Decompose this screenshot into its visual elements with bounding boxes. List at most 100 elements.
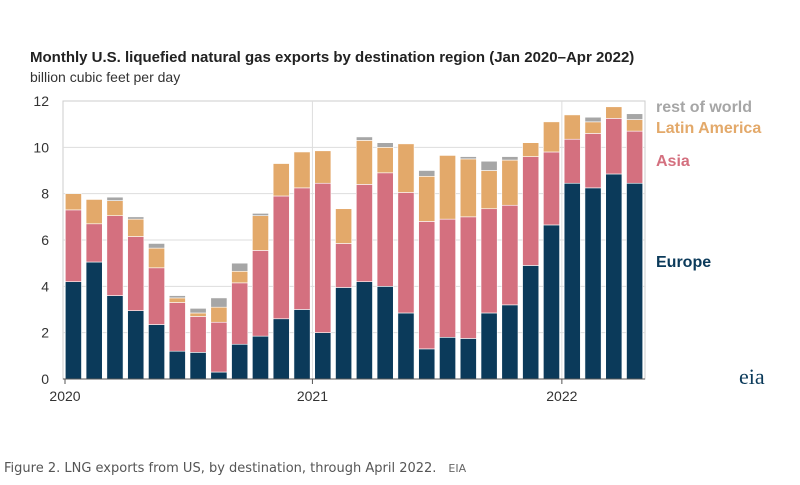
bar-asia: [272, 195, 290, 320]
bar-latin-america: [293, 151, 311, 189]
bar-asia: [335, 243, 353, 288]
legend-rest-of-world: rest of world: [656, 99, 753, 116]
bar-latin-america: [231, 270, 249, 284]
bar-latin-america: [252, 215, 269, 251]
bar-asia: [397, 192, 415, 314]
bar-latin-america: [522, 142, 540, 157]
bar-asia: [210, 321, 228, 373]
bar-europe: [418, 348, 436, 380]
bar-latin-america: [106, 200, 124, 216]
bar-latin-america: [189, 312, 207, 317]
bar-asia: [355, 184, 373, 282]
bar-latin-america: [85, 199, 103, 225]
bar-latin-america: [314, 150, 332, 184]
eia-logo: eia: [739, 364, 765, 389]
bar-europe: [459, 338, 477, 380]
bar-rest-of-world: [584, 116, 602, 123]
bar-asia: [148, 267, 165, 325]
bar-rest-of-world: [231, 262, 249, 272]
y-tick-label: 2: [41, 325, 49, 341]
bar-latin-america: [439, 155, 456, 220]
bar-latin-america: [563, 114, 581, 140]
y-tick-label: 0: [41, 371, 49, 387]
y-axis-label: billion cubic feet per day: [30, 69, 181, 85]
bar-latin-america: [272, 163, 290, 197]
bar-latin-america: [480, 170, 498, 210]
bar-latin-america: [584, 121, 602, 134]
x-tick-label: 2021: [297, 388, 328, 404]
bar-latin-america: [501, 159, 519, 206]
y-tick-label: 12: [33, 93, 49, 109]
bar-europe: [563, 182, 581, 380]
bar-latin-america: [210, 306, 228, 323]
y-tick-label: 8: [41, 186, 49, 202]
bar-europe: [397, 312, 415, 380]
bar-asia: [168, 302, 186, 352]
bar-europe: [584, 187, 602, 380]
bar-europe: [522, 265, 540, 380]
bar-latin-america: [355, 140, 373, 185]
legend-asia: Asia: [656, 153, 690, 170]
bar-europe: [127, 310, 145, 380]
bar-europe: [480, 312, 498, 380]
bar-asia: [85, 223, 103, 263]
bar-latin-america: [376, 147, 394, 174]
bar-europe: [501, 304, 519, 380]
y-tick-label: 10: [33, 139, 49, 155]
bar-asia: [480, 208, 498, 314]
bar-latin-america: [127, 218, 145, 237]
bar-latin-america: [64, 193, 82, 211]
bar-rest-of-world: [210, 297, 228, 308]
bar-rest-of-world: [459, 156, 477, 160]
bar-latin-america: [168, 297, 186, 303]
bar-asia: [64, 209, 82, 282]
legend-latin-america: Latin America: [656, 120, 762, 137]
bar-asia: [563, 138, 581, 184]
bar-latin-america: [335, 208, 353, 244]
caption-source: EIA: [448, 462, 467, 475]
bar-asia: [252, 250, 269, 337]
bar-latin-america: [418, 175, 436, 222]
bar-europe: [335, 287, 353, 380]
bar-asia: [626, 130, 644, 184]
bar-latin-america: [397, 143, 415, 193]
bar-asia: [439, 218, 456, 338]
bar-rest-of-world: [501, 156, 519, 161]
bar-europe: [355, 281, 373, 380]
bar-europe: [376, 286, 394, 380]
bar-europe: [106, 295, 124, 380]
bar-europe: [252, 335, 269, 380]
bar-asia: [522, 156, 540, 266]
bar-rest-of-world: [148, 243, 165, 249]
caption-text: Figure 2. LNG exports from US, by destin…: [4, 461, 437, 476]
legend-europe: Europe: [656, 254, 712, 271]
bar-asia: [584, 133, 602, 189]
chart: 0 2 4 6 8 10 12 2020 2021 2022: [33, 93, 646, 404]
bar-rest-of-world: [252, 213, 269, 216]
bar-europe: [293, 309, 311, 380]
bar-rest-of-world: [168, 295, 186, 299]
bar-asia: [376, 172, 394, 287]
bar-asia: [459, 216, 477, 339]
x-tick-label: 2020: [49, 388, 80, 404]
x-tick-label: 2022: [546, 388, 577, 404]
y-tick-label: 4: [41, 278, 49, 294]
bar-europe: [189, 352, 207, 380]
bar-europe: [148, 324, 165, 380]
bar-latin-america: [148, 247, 165, 269]
bar-rest-of-world: [189, 308, 207, 314]
bar-rest-of-world: [355, 136, 373, 141]
bar-latin-america: [543, 121, 560, 153]
bar-asia: [314, 182, 332, 333]
bar-asia: [605, 118, 623, 175]
bar-europe: [314, 332, 332, 380]
bar-asia: [501, 204, 519, 306]
bar-europe: [231, 343, 249, 380]
bar-rest-of-world: [480, 160, 498, 171]
bar-europe: [168, 350, 186, 380]
bar-rest-of-world: [626, 113, 644, 120]
bar-europe: [64, 281, 82, 380]
bar-latin-america: [605, 106, 623, 119]
bar-europe: [543, 224, 560, 380]
bar-europe: [85, 261, 103, 380]
